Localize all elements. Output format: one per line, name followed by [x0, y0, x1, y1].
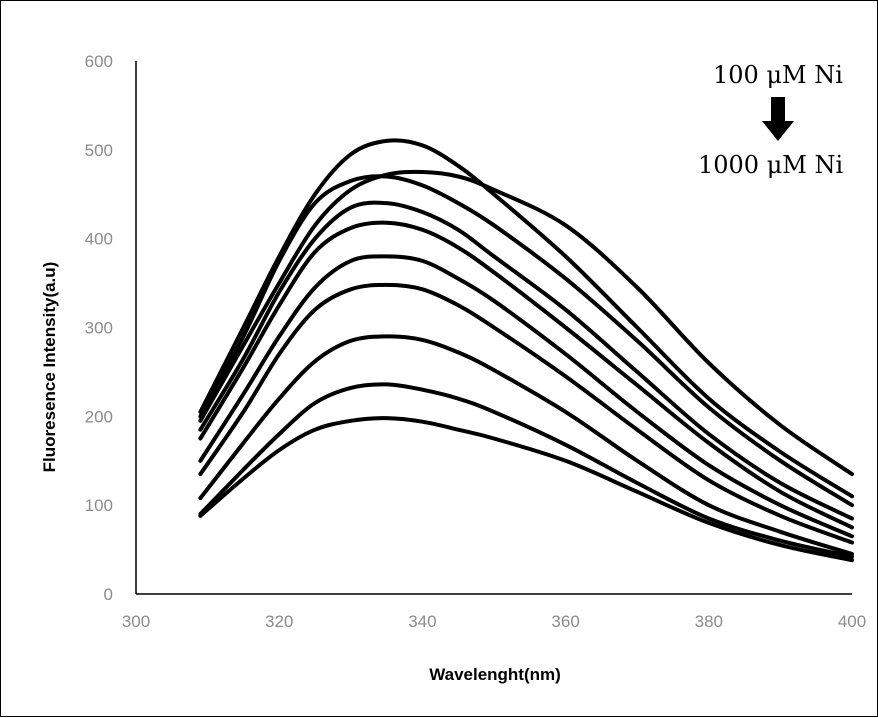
series-line-5: [198, 220, 854, 530]
y-tick-label: 100: [85, 496, 113, 515]
annotation-top-label: 100 μM Ni: [713, 61, 843, 89]
y-tick-label: 600: [85, 52, 113, 71]
series-line-6: [198, 254, 854, 539]
y-tick-label: 500: [85, 141, 113, 160]
series-line-2: [198, 174, 854, 508]
annotation-down-arrow: [762, 97, 794, 141]
series-line-1: [198, 138, 854, 499]
x-tick-label: 360: [551, 612, 579, 631]
x-tick-label: 320: [265, 612, 293, 631]
x-tick-label: 400: [838, 612, 866, 631]
x-axis-title: Wavelenght(nm): [429, 665, 561, 684]
y-tick-label: 400: [85, 230, 113, 249]
series-group: [198, 138, 854, 563]
y-tick-labels: 0 100 200 300 400 500 600: [85, 52, 113, 604]
series-line-8: [198, 334, 854, 556]
series-line-4: [198, 200, 854, 521]
x-tick-label: 380: [695, 612, 723, 631]
series-line-10: [198, 416, 854, 563]
annotation-bottom-label: 1000 μM Ni: [698, 151, 844, 179]
series-line-3: [198, 169, 854, 477]
series-line-7: [198, 282, 854, 545]
series-line-9: [198, 382, 854, 559]
y-axis-title: Fluoresence Intensity(a.u): [40, 262, 59, 473]
y-tick-label: 300: [85, 319, 113, 338]
y-tick-label: 200: [85, 407, 113, 426]
x-tick-label: 300: [122, 612, 150, 631]
y-tick-label: 0: [104, 585, 113, 604]
x-tick-label: 340: [408, 612, 436, 631]
x-tick-labels: 300 320 340 360 380 400: [122, 612, 866, 631]
